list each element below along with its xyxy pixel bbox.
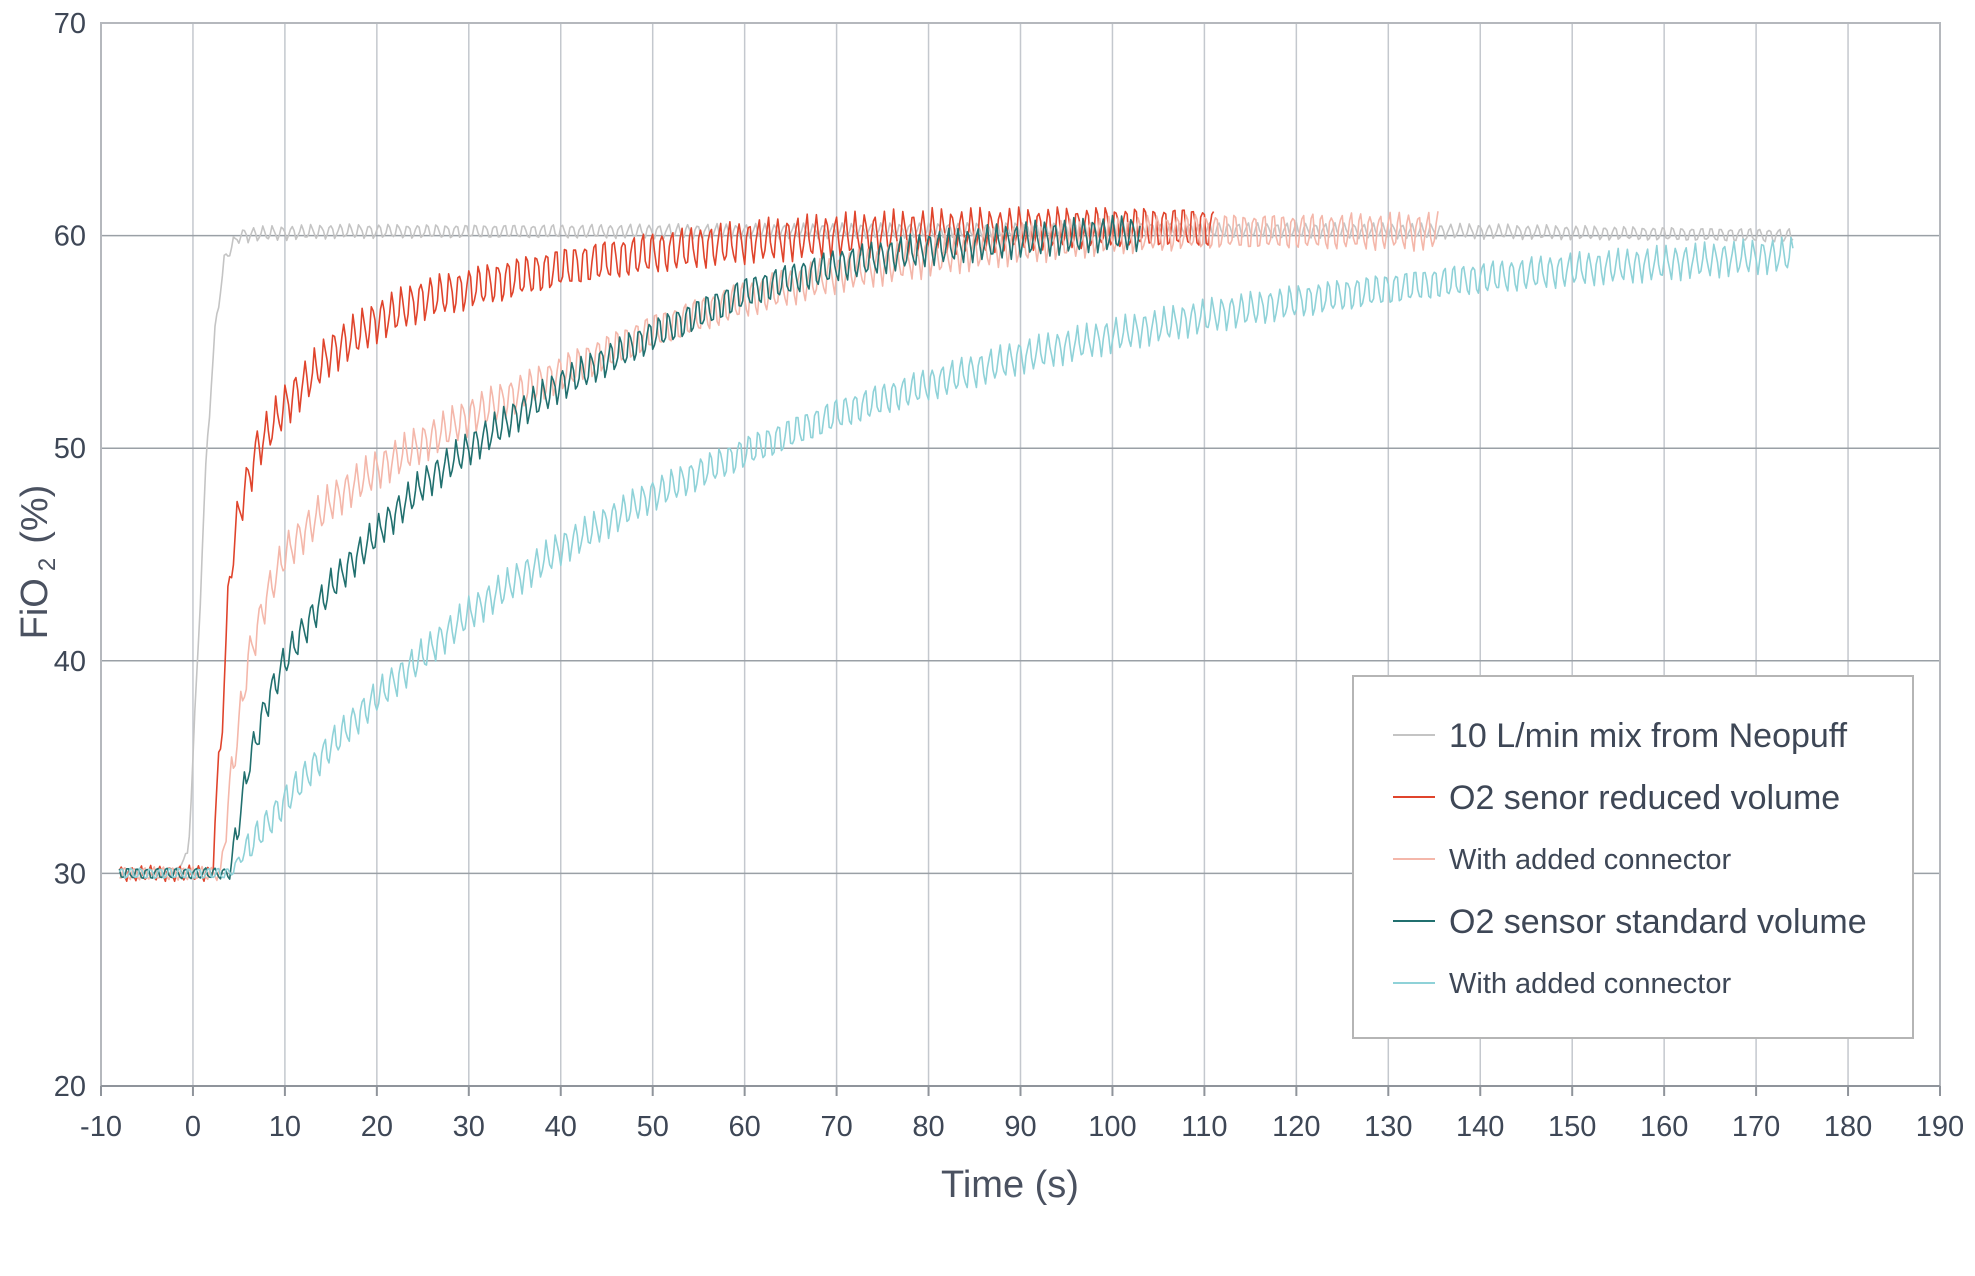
series-line (118, 206, 1215, 883)
series-line (118, 236, 1794, 880)
x-tick-label: 50 (637, 1111, 669, 1143)
y-axis-title: FiO 2 (%) (14, 485, 61, 640)
x-tick-label: 20 (361, 1111, 393, 1143)
series-line (118, 214, 1141, 880)
legend-label: O2 sensor standard volume (1449, 903, 1867, 941)
y-tick-label: 40 (54, 646, 86, 678)
x-tick-label: 100 (1088, 1111, 1136, 1143)
x-tick-label: 190 (1916, 1111, 1964, 1143)
x-tick-label: -10 (80, 1111, 122, 1143)
y-tick-label: 30 (54, 858, 86, 890)
y-tick-label: 70 (54, 8, 86, 40)
x-tick-label: 80 (912, 1111, 944, 1143)
y-tick-label: 60 (54, 221, 86, 253)
y-tick-label: 20 (54, 1071, 86, 1103)
series-lines (118, 206, 1794, 883)
legend-label: With added connector (1449, 968, 1731, 1000)
plot-frame (100, 22, 1941, 1096)
x-tick-label: 120 (1272, 1111, 1320, 1143)
x-tick-label: 0 (185, 1111, 201, 1143)
legend-box (1352, 675, 1914, 1039)
x-tick-label: 160 (1640, 1111, 1688, 1143)
x-axis-title: Time (s) (941, 1164, 1079, 1206)
y-axis-title-unit: (%) (14, 485, 56, 544)
x-tick-label: 150 (1548, 1111, 1596, 1143)
y-tick-label: 50 (54, 433, 86, 465)
x-tick-label: 110 (1181, 1111, 1227, 1143)
legend-label: 10 L/min mix from Neopuff (1449, 717, 1848, 755)
legend-label: With added connector (1449, 844, 1731, 876)
legend: 10 L/min mix from Neopuff O2 senor reduce… (1352, 675, 1914, 1039)
x-tick-label: 130 (1364, 1111, 1412, 1143)
x-tick-label: 60 (729, 1111, 761, 1143)
tick-labels: -10 0 10 20 30 40 50 60 70 80 90 100 110 120 130 140 150… (54, 8, 1964, 1143)
x-tick-label: 170 (1732, 1111, 1780, 1143)
x-tick-label: 30 (453, 1111, 485, 1143)
x-tick-label: 180 (1824, 1111, 1872, 1143)
x-tick-label: 90 (1004, 1111, 1036, 1143)
x-tick-label: 40 (545, 1111, 577, 1143)
y-axis-title-main: FiO (14, 578, 56, 639)
series-line (118, 221, 1794, 877)
series-line (119, 211, 1439, 882)
y-axis-title-subscript: 2 (34, 558, 61, 571)
x-tick-label: 10 (269, 1111, 301, 1143)
x-tick-label: 70 (820, 1111, 852, 1143)
legend-label: O2 senor reduced volume (1449, 779, 1840, 817)
x-tick-label: 140 (1456, 1111, 1504, 1143)
